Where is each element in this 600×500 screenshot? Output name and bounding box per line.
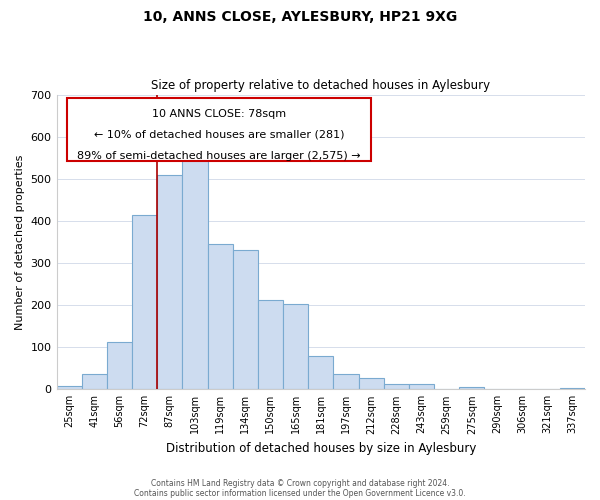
Y-axis label: Number of detached properties: Number of detached properties [15, 154, 25, 330]
Bar [107, 342, 132, 390]
Bar [283, 304, 308, 390]
Bar [308, 356, 334, 390]
Text: 10 ANNS CLOSE: 78sqm: 10 ANNS CLOSE: 78sqm [152, 110, 286, 120]
Bar [208, 244, 233, 390]
Bar [157, 176, 182, 390]
Bar [409, 384, 434, 390]
Bar [56, 386, 82, 390]
FancyBboxPatch shape [67, 98, 371, 161]
Bar [132, 214, 157, 390]
Title: Size of property relative to detached houses in Aylesbury: Size of property relative to detached ho… [151, 79, 490, 92]
Bar [359, 378, 383, 390]
Bar [560, 388, 585, 390]
Bar [233, 250, 258, 390]
Bar [383, 384, 409, 390]
X-axis label: Distribution of detached houses by size in Aylesbury: Distribution of detached houses by size … [166, 442, 476, 455]
Text: ← 10% of detached houses are smaller (281): ← 10% of detached houses are smaller (28… [94, 130, 344, 140]
Bar [82, 374, 107, 390]
Bar [334, 374, 359, 390]
Text: 10, ANNS CLOSE, AYLESBURY, HP21 9XG: 10, ANNS CLOSE, AYLESBURY, HP21 9XG [143, 10, 457, 24]
Bar [459, 387, 484, 390]
Text: Contains public sector information licensed under the Open Government Licence v3: Contains public sector information licen… [134, 488, 466, 498]
Text: 89% of semi-detached houses are larger (2,575) →: 89% of semi-detached houses are larger (… [77, 150, 361, 160]
Bar [182, 147, 208, 390]
Text: Contains HM Land Registry data © Crown copyright and database right 2024.: Contains HM Land Registry data © Crown c… [151, 478, 449, 488]
Bar [258, 300, 283, 390]
